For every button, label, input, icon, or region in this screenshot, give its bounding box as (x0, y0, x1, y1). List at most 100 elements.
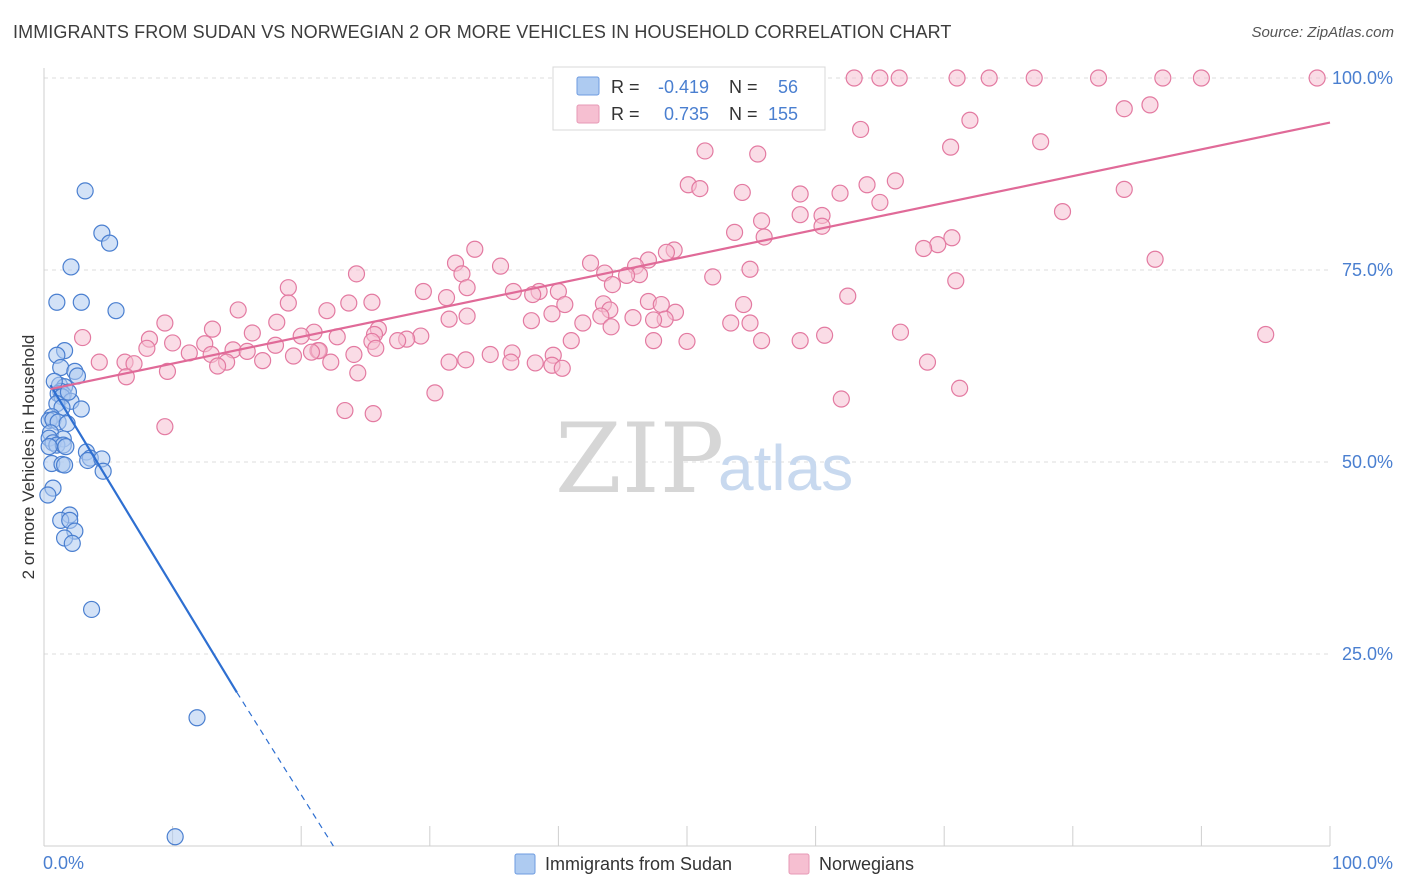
y-tick-labels: 25.0% 50.0% 75.0% 100.0% (1332, 68, 1393, 664)
legend-r-value-2: 0.735 (664, 104, 709, 124)
sudan-point-34 (57, 438, 75, 456)
norwegians-point-87 (722, 314, 740, 332)
norwegians-point-10 (1308, 69, 1326, 87)
norwegians-point-107 (562, 332, 580, 350)
chart-title: IMMIGRANTS FROM SUDAN VS NORWEGIAN 2 OR … (13, 22, 952, 42)
y-tick-label-25: 25.0% (1342, 644, 1393, 664)
norwegians-point-1 (845, 69, 863, 87)
norwegians-point-115 (367, 339, 385, 357)
norwegians-point-79 (458, 307, 476, 325)
norwegians-point-132 (502, 353, 520, 371)
norwegians-point-105 (644, 332, 663, 350)
source-credit: Source: ZipAtlas.com (1251, 24, 1394, 41)
norwegians-point-109 (791, 332, 809, 350)
norwegians-points (73, 69, 1326, 436)
norwegians-point-146 (426, 384, 444, 402)
norwegians-point-58 (279, 279, 297, 297)
sudan-trendline (49, 384, 238, 693)
norwegians-point-37 (915, 239, 933, 258)
norwegians-point-35 (943, 229, 961, 247)
sudan-point-5 (72, 293, 90, 311)
sudan-point-44 (39, 486, 57, 504)
norwegians-point-17 (696, 142, 714, 160)
norwegians-point-52 (617, 266, 636, 284)
norwegians-point-40 (657, 243, 676, 261)
watermark-zip: ZIP (555, 403, 724, 515)
norwegians-point-151 (156, 418, 174, 436)
norwegians-point-27 (871, 193, 889, 212)
norwegians-point-91 (203, 320, 222, 338)
norwegians-point-131 (322, 353, 340, 371)
legend-r-label-1: R = (611, 77, 640, 97)
norwegians-point-75 (318, 302, 336, 320)
norwegians-point-129 (457, 351, 475, 369)
legend-r-label-2: R = (611, 104, 640, 124)
norwegians-point-88 (741, 314, 759, 332)
norwegians-point-94 (243, 324, 261, 342)
norwegians-point-143 (158, 362, 177, 380)
norwegians-point-111 (678, 332, 696, 351)
norwegians-point-133 (918, 353, 937, 371)
sudan-trendline-extrapolated (236, 692, 334, 847)
bottom-legend: Immigrants from Sudan Norwegians (514, 853, 914, 875)
norwegians-point-44 (581, 254, 600, 272)
bottom-legend-label-norwegians: Norwegians (819, 854, 914, 874)
norwegians-point-5 (980, 69, 998, 87)
legend-n-value-2: 155 (768, 104, 798, 124)
norwegians-point-47 (741, 260, 759, 278)
gridlines (44, 77, 1330, 655)
norwegians-point-8 (1154, 69, 1172, 87)
norwegians-point-38 (466, 240, 484, 258)
norwegians-point-89 (574, 314, 592, 332)
norwegians-point-36 (929, 236, 947, 254)
norwegians-point-11 (1115, 100, 1133, 118)
norwegians-point-130 (440, 353, 458, 371)
norwegians-point-62 (839, 287, 857, 305)
sudan-point-21 (72, 400, 90, 418)
x-ticks (43, 826, 1331, 846)
trendlines (49, 121, 1331, 847)
legend-swatch-sudan (576, 76, 600, 96)
norwegians-point-31 (752, 212, 771, 230)
norwegians-point-99 (816, 326, 834, 344)
sudan-point-50 (63, 534, 81, 553)
norwegians-point-128 (481, 345, 499, 364)
sudan-point-3 (62, 258, 80, 276)
norwegians-point-121 (302, 343, 321, 361)
norwegians-point-3 (890, 69, 908, 87)
norwegians-point-116 (138, 339, 156, 357)
norwegians-point-18 (749, 145, 767, 163)
norwegians-point-6 (1025, 69, 1043, 87)
norwegians-point-96 (891, 323, 910, 341)
norwegians-point-63 (524, 285, 542, 304)
norwegians-point-84 (522, 312, 540, 330)
norwegians-point-136 (254, 352, 272, 370)
norwegians-point-86 (156, 314, 174, 332)
norwegians-point-78 (592, 307, 610, 325)
norwegians-point-56 (458, 279, 476, 297)
watermark-atlas: atlas (718, 432, 853, 504)
norwegians-point-140 (209, 357, 227, 375)
norwegians-point-64 (437, 289, 456, 307)
norwegians-point-144 (349, 364, 367, 382)
norwegians-point-55 (603, 275, 622, 294)
norwegians-point-2 (871, 69, 889, 87)
norwegians-point-53 (704, 268, 722, 286)
norwegians-point-41 (1146, 250, 1164, 268)
norwegians-point-148 (832, 390, 850, 408)
norwegians-point-77 (543, 305, 561, 323)
sudan-point-41 (55, 456, 74, 474)
norwegians-point-72 (734, 295, 753, 314)
norwegians-point-149 (336, 401, 354, 420)
sudan-point-0 (76, 182, 94, 200)
norwegians-point-108 (752, 332, 771, 350)
norwegians-point-114 (266, 336, 285, 354)
norwegians-point-69 (652, 295, 670, 314)
norwegians-point-29 (791, 206, 809, 224)
legend-n-value-1: 56 (778, 77, 798, 97)
x-tick-label-min: 0.0% (43, 853, 84, 873)
y-tick-label-100: 100.0% (1332, 68, 1393, 88)
sudan-point-51 (82, 600, 101, 619)
norwegians-point-54 (947, 272, 965, 290)
bottom-legend-swatch-sudan (514, 853, 536, 875)
